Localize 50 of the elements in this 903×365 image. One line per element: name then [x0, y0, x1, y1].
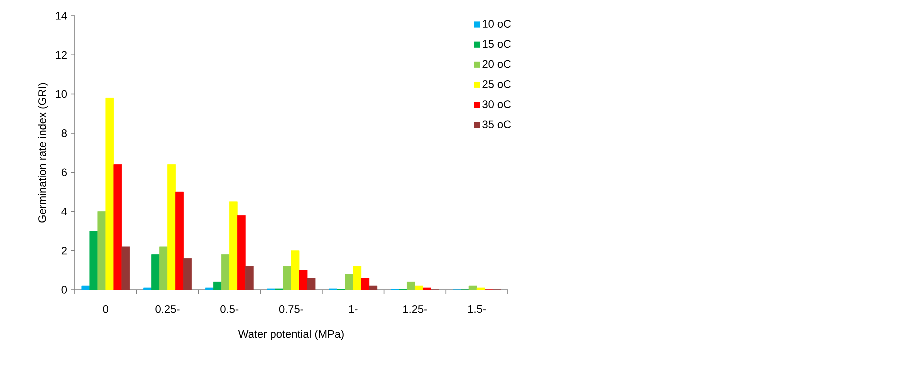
- y-tick-label: 2: [62, 247, 67, 255]
- bar: [221, 254, 230, 290]
- bar: [122, 246, 130, 290]
- bar: [213, 282, 222, 290]
- y-tick-label: 6: [62, 168, 68, 176]
- bar: [229, 202, 238, 290]
- x-tick-label: 1.5-: [468, 305, 486, 314]
- x-axis-title: Water potential (MPa): [238, 330, 344, 340]
- x-tick-label: 0.25-: [156, 305, 180, 314]
- bar: [106, 98, 114, 290]
- bar: [82, 286, 90, 290]
- legend-label: 35 oC: [482, 120, 512, 128]
- y-tick-label: 14: [56, 12, 68, 20]
- x-tick-label: 0.5-: [220, 305, 239, 314]
- bar: [245, 266, 254, 290]
- legend-label: 20 oC: [482, 60, 512, 68]
- y-axis-title: Germination rate index (GRI): [38, 83, 48, 223]
- bar: [114, 164, 122, 290]
- x-tick-label: 1-: [349, 305, 358, 314]
- bar: [353, 266, 362, 290]
- x-tick-label: 1.25-: [404, 305, 428, 314]
- bar: [361, 278, 370, 290]
- legend-label: 25 oC: [482, 80, 512, 88]
- bar: [152, 254, 160, 290]
- y-tick-label: 0: [62, 286, 68, 294]
- bar: [168, 164, 176, 290]
- bar: [160, 246, 168, 290]
- y-tick-label: 8: [62, 130, 68, 138]
- bar: [407, 282, 416, 290]
- bar: [468, 286, 478, 290]
- legend-label: 10 oC: [483, 20, 512, 28]
- bar: [90, 231, 98, 290]
- y-tick-label: 12: [56, 51, 67, 59]
- bar: [184, 258, 192, 290]
- bar: [283, 266, 292, 290]
- bar: [307, 278, 316, 290]
- y-tick-label: 10: [56, 90, 68, 98]
- bar: [176, 192, 184, 290]
- bar: [415, 286, 424, 290]
- legend-label: 30 oC: [482, 100, 512, 108]
- bar: [237, 215, 246, 290]
- bar: [291, 250, 300, 290]
- bar: [369, 286, 378, 290]
- bar: [345, 274, 354, 290]
- x-tick-label: 0.75-: [279, 305, 304, 314]
- legend-label: 15 oC: [483, 40, 512, 48]
- y-tick-label: 4: [62, 208, 68, 216]
- bar: [299, 270, 308, 290]
- x-tick-label: 0: [103, 305, 109, 314]
- bar: [98, 212, 106, 290]
